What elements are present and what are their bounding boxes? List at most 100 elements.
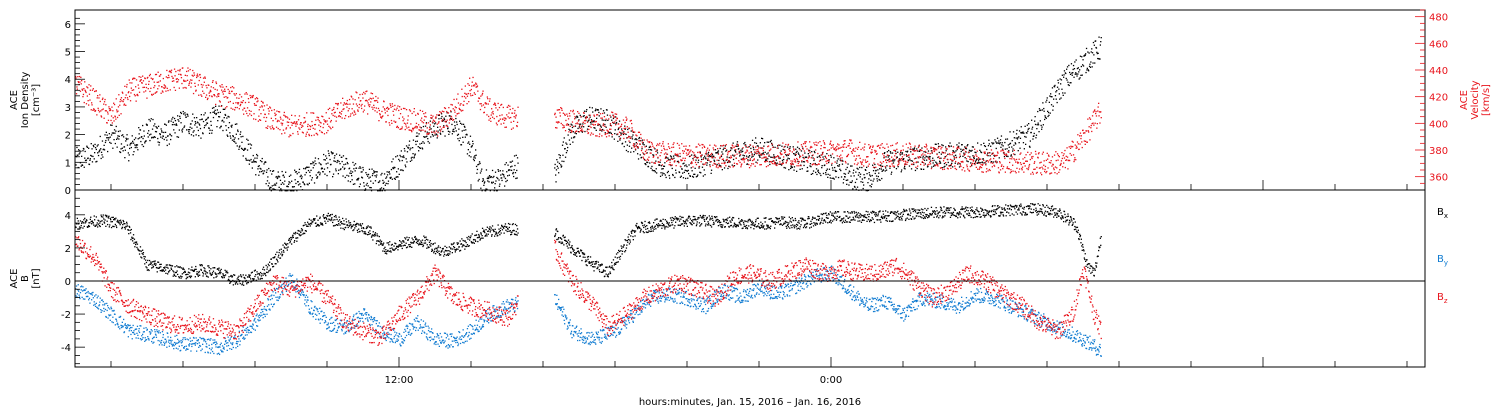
ion-density-point-582 [326,174,328,177]
ion-density-point-629 [346,161,348,164]
velocity-point-708 [380,117,383,119]
ion-density-point-1061 [569,143,571,145]
velocity-point-26 [86,86,88,88]
ion-density-point-1239 [646,152,648,154]
velocity-point-325 [215,81,217,83]
ion-density-point-716 [384,189,386,192]
ion-density-point-1582 [794,154,796,156]
by-point-112 [123,331,125,334]
velocity-point-1877 [922,153,924,155]
ion-density-point-668 [363,185,365,187]
ion-density-point-1922 [941,167,943,169]
velocity-point-493 [288,121,290,123]
ion-density-point-33 [89,159,91,161]
ion-density-point-2097 [1017,137,1019,139]
velocity-point-983 [499,118,501,120]
velocity-point-463 [275,118,277,120]
velocity-point-2167 [1047,167,1049,169]
velocity-point-1567 [788,148,790,150]
ion-density-point-399 [247,139,249,141]
velocity-point-689 [372,97,374,99]
ion-density-point-1464 [743,155,745,157]
ion-density-point-732 [391,161,393,163]
velocity-point-169 [148,83,150,85]
velocity-point-564 [318,120,320,122]
ion-density-point-2003 [976,162,978,164]
ion-density-point-1210 [634,143,636,145]
velocity-point-838 [437,135,439,137]
velocity-point-1208 [633,143,635,145]
velocity-point-37 [91,102,93,104]
velocity-point-336 [220,86,222,88]
ion-density-point-1002 [507,169,510,172]
ion-density-point-1457 [740,158,742,160]
velocity-point-1528 [771,143,773,145]
velocity-point-25 [85,103,88,105]
velocity-point-1077 [576,122,578,124]
ion-density-point-872 [451,133,453,135]
velocity-point-924 [474,84,476,86]
velocity-point-1611 [807,161,809,163]
velocity-point-1457 [740,164,742,166]
ion-density-point-1423 [726,149,728,151]
velocity-point-1007 [510,116,512,119]
ion-density-point-758 [402,169,404,172]
velocity-point-598 [333,106,335,109]
velocity-point-1799 [888,161,890,163]
velocity-point-785 [414,127,416,129]
ion-density-point-35 [90,154,92,157]
by-point-72 [106,302,108,305]
by-point-358 [229,338,231,340]
velocity-point-355 [228,92,230,94]
ion-density-point-1740 [863,184,865,186]
ion-density-point-322 [214,112,216,114]
ion-density-point-1568 [788,158,790,160]
velocity-point-977 [497,109,499,111]
ion-density-point-1296 [671,157,673,160]
by-point-123 [128,325,130,327]
velocity-point-715 [383,108,386,110]
velocity-point-125 [129,95,131,98]
ion-density-point-408 [251,161,253,163]
velocity-point-863 [447,112,450,114]
ion-density-point-377 [237,138,240,140]
velocity-point-1126 [597,123,599,125]
velocity-point-266 [189,79,192,81]
ion-density-point-1365 [701,158,703,161]
velocity-point-1210 [634,131,636,133]
ion-density-point-1794 [886,165,888,167]
velocity-point-972 [494,104,497,106]
ion-density-point-775 [409,160,412,162]
velocity-point-354 [227,101,230,103]
velocity-point-704 [379,113,381,115]
ion-density-point-484 [284,180,286,182]
ion-density-point-681 [369,186,371,189]
velocity-point-223 [171,75,173,78]
ion-density-point-1500 [759,156,761,158]
ion-density-point-237 [177,119,179,121]
velocity-point-960 [489,117,491,120]
velocity-point-200 [161,86,163,88]
ion-density-point-2128 [1030,131,1032,134]
ion-density-point-613 [339,168,342,171]
ion-density-point-2030 [988,139,990,141]
ion-density-point-1147 [606,114,609,116]
by-point-62 [101,299,104,301]
velocity-point-825 [431,117,433,119]
ion-density-point-305 [206,122,209,124]
ion-density-point-1202 [630,130,632,132]
ion-density-point-689 [372,182,374,184]
ion-density-point-830 [433,130,435,132]
velocity-point-905 [466,93,468,95]
ion-density-point-359 [230,137,232,139]
velocity-point-180 [152,93,155,95]
velocity-point-1986 [969,158,971,160]
ion-density-point-1884 [925,151,927,153]
velocity-point-452 [270,128,272,130]
ion-density-point-2246 [1081,74,1083,76]
ion-density-point-2167 [1047,115,1049,118]
ion-density-point-395 [245,159,247,161]
ion-density-point-1697 [844,176,846,178]
velocity-point-136 [133,93,136,96]
velocity-point-745 [396,125,399,127]
